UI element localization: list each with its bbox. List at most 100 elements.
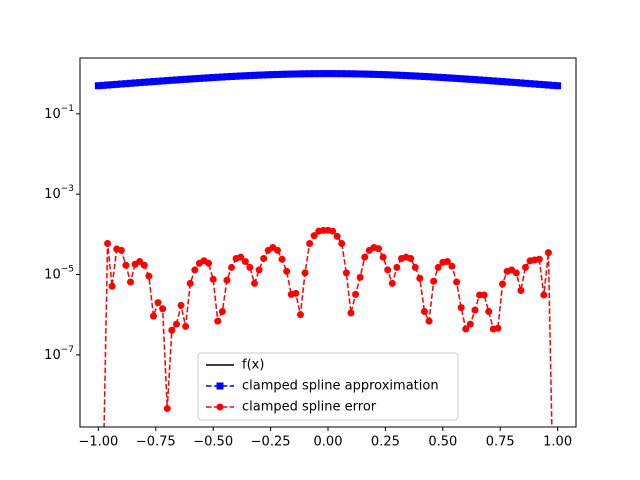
data-point <box>375 245 383 253</box>
data-point <box>531 80 539 88</box>
data-point <box>319 70 327 78</box>
legend-marker <box>216 403 224 411</box>
data-point <box>453 74 461 82</box>
data-point <box>264 71 272 79</box>
data-point <box>494 77 502 85</box>
x-tick-label: −0.75 <box>136 435 176 450</box>
data-point <box>338 240 346 248</box>
data-point <box>416 274 424 282</box>
data-point <box>287 70 295 78</box>
x-tick-label: 0.75 <box>486 435 515 450</box>
plot-area <box>94 70 562 427</box>
data-point <box>526 80 534 88</box>
data-point <box>228 72 236 80</box>
data-point <box>140 261 148 269</box>
data-point <box>214 317 222 325</box>
data-point <box>145 78 153 86</box>
data-point <box>168 326 176 334</box>
data-point <box>159 305 167 313</box>
data-point <box>407 72 415 80</box>
data-point <box>466 320 474 328</box>
data-point <box>104 81 112 89</box>
data-point <box>476 76 484 84</box>
data-point <box>462 75 470 83</box>
data-point <box>448 262 456 270</box>
data-point <box>393 263 401 271</box>
data-point <box>489 77 497 85</box>
data-point <box>420 72 428 80</box>
data-point <box>269 71 277 79</box>
data-point <box>255 71 263 79</box>
data-point <box>292 70 300 78</box>
data-point <box>218 307 226 315</box>
data-point <box>499 78 507 86</box>
data-point <box>209 275 217 283</box>
data-point <box>443 258 451 266</box>
x-tick-label: 0.00 <box>314 435 343 450</box>
data-point <box>140 78 148 86</box>
data-point <box>149 78 157 86</box>
data-point <box>425 73 433 81</box>
data-point <box>379 71 387 79</box>
x-tick-label: 0.25 <box>371 435 400 450</box>
data-point <box>361 70 369 78</box>
data-point <box>338 70 346 78</box>
data-point <box>333 70 341 78</box>
data-point <box>333 232 341 240</box>
data-point <box>195 74 203 82</box>
data-point <box>154 299 162 307</box>
data-point <box>182 322 190 330</box>
legend-label: clamped spline error <box>242 400 377 415</box>
data-point <box>347 309 355 317</box>
x-tick-label: −1.00 <box>78 435 118 450</box>
data-point <box>416 72 424 80</box>
data-point <box>388 279 396 287</box>
data-point <box>232 72 240 80</box>
y-tick-label: 10−7 <box>44 344 74 362</box>
data-point <box>485 307 493 315</box>
data-point <box>434 263 442 271</box>
x-tick-label: 0.50 <box>428 435 457 450</box>
data-point <box>471 76 479 84</box>
data-point <box>108 81 116 89</box>
data-point <box>370 70 378 78</box>
data-point <box>512 269 520 277</box>
data-point <box>457 304 465 312</box>
data-point <box>223 276 231 284</box>
data-point <box>310 232 318 240</box>
data-point <box>177 301 185 309</box>
data-point <box>554 82 562 90</box>
data-point <box>480 291 488 299</box>
data-point <box>384 71 392 79</box>
data-point <box>278 255 286 263</box>
data-point <box>457 75 465 83</box>
data-point <box>273 246 281 254</box>
data-point <box>200 74 208 82</box>
data-point <box>430 277 438 285</box>
data-point <box>485 77 493 85</box>
data-point <box>168 76 176 84</box>
data-point <box>443 74 451 82</box>
data-point <box>163 77 171 85</box>
data-point <box>301 269 309 277</box>
data-point <box>113 80 121 88</box>
data-point <box>324 70 332 78</box>
data-point <box>122 80 130 88</box>
data-point <box>191 75 199 83</box>
data-point <box>296 311 304 319</box>
data-point <box>402 72 410 80</box>
data-point <box>241 72 249 80</box>
data-point <box>159 77 167 85</box>
data-point <box>260 71 268 79</box>
data-point <box>466 75 474 83</box>
data-point <box>365 70 373 78</box>
data-point <box>296 70 304 78</box>
data-point <box>430 73 438 81</box>
data-point <box>136 79 144 87</box>
data-point <box>347 70 355 78</box>
data-point <box>237 253 245 261</box>
data-point <box>503 78 511 86</box>
axes: −1.00 −0.75 −0.50 −0.25 0.00 0.25 0.50 0.75 1.00… <box>44 103 572 449</box>
data-point <box>352 290 360 298</box>
